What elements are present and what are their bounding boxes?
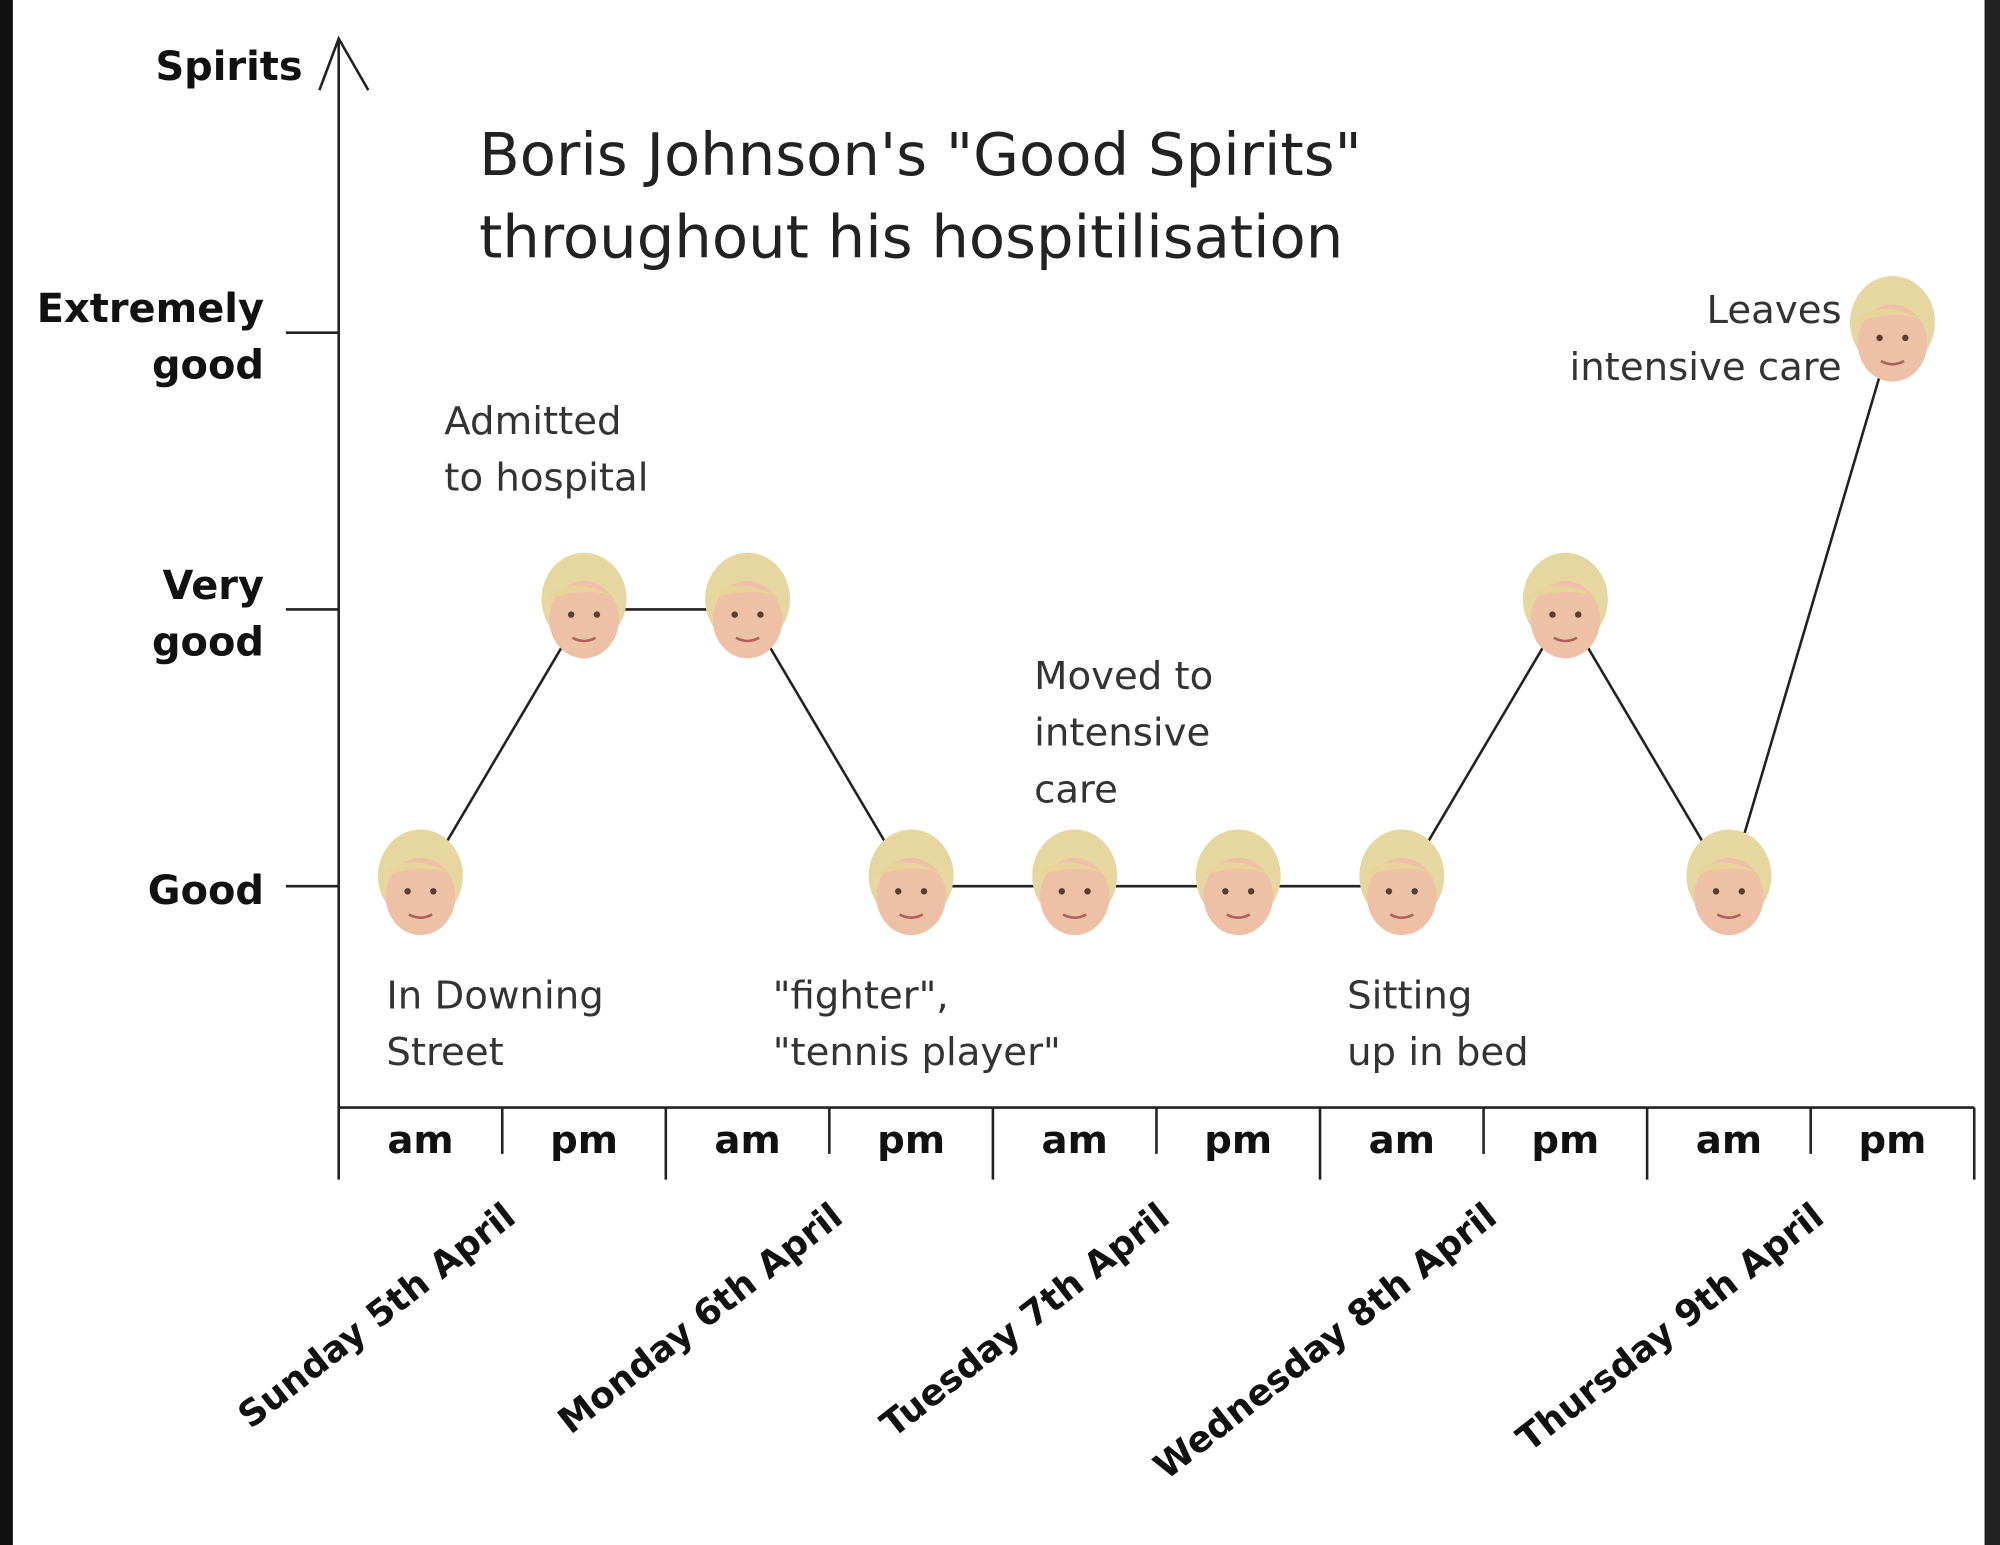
annotation: Admitted to hospital: [444, 399, 649, 501]
right-edge: [1984, 0, 2000, 1545]
face-fringe: [1363, 862, 1441, 879]
face-mouth: [1553, 636, 1578, 643]
face-marker: [377, 829, 463, 936]
x-tick-label: am: [387, 1118, 453, 1163]
face-mouth: [571, 636, 597, 643]
day-label: Tuesday 7th April: [873, 1195, 1178, 1446]
face-eye: [920, 888, 928, 895]
face-mouth: [1716, 913, 1742, 919]
x-tick-label: pm: [550, 1118, 618, 1163]
left-edge: [0, 0, 13, 1545]
x-tick-label: am: [1042, 1118, 1108, 1163]
x-tick-label: am: [1369, 1118, 1435, 1163]
day-label: Wednesday 8th April: [1146, 1195, 1504, 1488]
face-mouth: [1389, 913, 1415, 919]
face-marker: [1849, 276, 1935, 382]
x-tick-label: pm: [1859, 1118, 1927, 1163]
face-eye: [1712, 888, 1720, 895]
y-axis-arrow: [318, 35, 370, 91]
face-skin: [549, 581, 619, 659]
face-mouth: [1062, 913, 1087, 919]
annotation: Moved to intensive care: [1034, 654, 1214, 813]
y-axis-label: Spirits: [155, 44, 302, 90]
face-fringe: [708, 585, 787, 602]
face-mouth: [1226, 913, 1251, 919]
x-tick-label: pm: [1531, 1118, 1599, 1163]
face-mouth: [735, 636, 760, 643]
face-eye: [1247, 888, 1255, 895]
face-eye: [430, 888, 437, 895]
face-eye: [1411, 888, 1418, 895]
face-skin: [876, 857, 946, 936]
y-tick-label: Very good: [151, 563, 265, 667]
face-eye: [1385, 888, 1393, 895]
face-eye: [1876, 334, 1883, 342]
face-eye: [895, 888, 902, 895]
face-eye: [593, 611, 601, 618]
face-fringe: [1526, 585, 1604, 602]
face-eye: [731, 611, 738, 618]
face-skin: [385, 857, 456, 936]
day-label: Thursday 9th April: [1509, 1195, 1832, 1460]
face-eye: [1058, 888, 1066, 895]
face-skin: [1857, 304, 1928, 382]
face-fringe: [1690, 862, 1768, 879]
face-eye: [757, 611, 764, 618]
face-fringe: [1853, 308, 1932, 325]
x-tick-label: am: [1696, 1118, 1762, 1163]
chart-title: Boris Johnson's "Good Spirits" throughou…: [479, 119, 1362, 272]
spirits-line: [419, 332, 1894, 890]
face-skin: [1039, 857, 1110, 936]
annotation: Sitting up in bed: [1347, 973, 1529, 1076]
face-fringe: [381, 862, 460, 879]
face-marker: [1686, 829, 1772, 936]
face-skin: [712, 581, 783, 659]
face-eye: [567, 611, 575, 618]
face-eye: [1549, 611, 1556, 618]
x-tick-label: pm: [877, 1118, 945, 1163]
face-skin: [1367, 857, 1437, 936]
face-marker: [541, 552, 627, 659]
face-skin: [1530, 581, 1601, 659]
annotation: "fighter", "tennis player": [772, 973, 1061, 1076]
x-tick-label: pm: [1204, 1118, 1272, 1163]
face-eye: [404, 888, 411, 895]
annotation: In Downing Street: [386, 973, 604, 1076]
day-label: Monday 6th April: [550, 1195, 850, 1442]
face-marker: [1195, 829, 1281, 936]
x-tick-label: am: [714, 1118, 780, 1163]
face-fringe: [1199, 862, 1277, 879]
face-marker: [705, 552, 791, 659]
face-eye: [1902, 334, 1909, 342]
face-skin: [1694, 857, 1764, 936]
face-fringe: [1036, 862, 1114, 879]
y-tick-label: Good: [147, 868, 265, 915]
face-eye: [1738, 888, 1746, 895]
face-mouth: [1880, 359, 1905, 366]
face-skin: [1203, 857, 1274, 936]
face-marker: [1522, 552, 1608, 659]
face-marker: [1359, 829, 1445, 936]
face-marker: [868, 829, 954, 936]
face-eye: [1084, 888, 1091, 895]
day-label: Sunday 5th April: [230, 1195, 523, 1437]
face-mouth: [408, 913, 433, 919]
face-eye: [1575, 611, 1582, 618]
face-eye: [1222, 888, 1229, 895]
face-fringe: [545, 585, 623, 602]
face-fringe: [872, 862, 950, 879]
face-marker: [1032, 829, 1118, 936]
annotation: Leaves intensive care: [1569, 288, 1842, 391]
face-mouth: [898, 913, 924, 919]
y-tick-label: Extremely good: [36, 286, 265, 390]
